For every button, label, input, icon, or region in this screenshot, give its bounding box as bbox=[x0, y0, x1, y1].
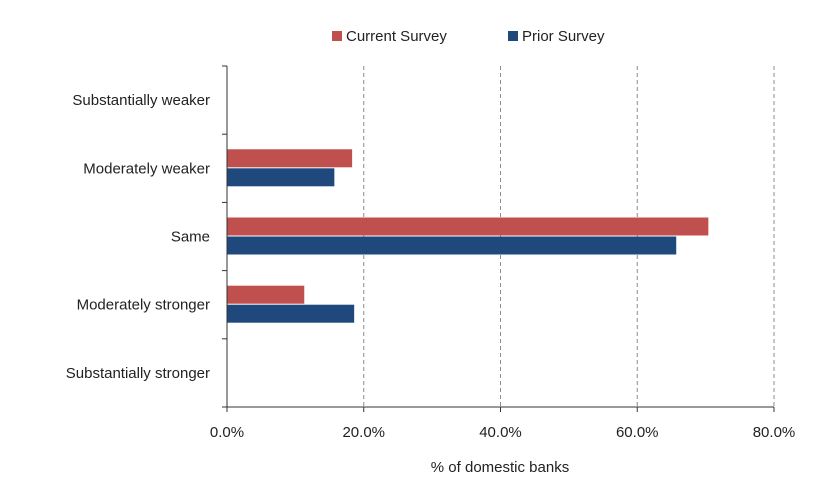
bar-prior-survey bbox=[227, 168, 335, 187]
x-axis-title: % of domestic banks bbox=[431, 459, 569, 476]
category-label: Same bbox=[171, 229, 210, 246]
bars bbox=[227, 149, 709, 323]
category-label: Substantially stronger bbox=[66, 365, 210, 382]
category-label: Substantially weaker bbox=[72, 92, 210, 109]
bar-current-survey bbox=[227, 149, 353, 168]
bar-current-survey bbox=[227, 217, 709, 236]
category-label: Moderately weaker bbox=[83, 160, 210, 177]
x-tick-label: 0.0% bbox=[210, 424, 244, 441]
bar-current-survey bbox=[227, 285, 305, 304]
legend: Current Survey Prior Survey bbox=[332, 28, 605, 45]
bar-prior-survey bbox=[227, 236, 677, 255]
axes bbox=[222, 65, 775, 412]
legend-swatch bbox=[508, 31, 518, 41]
legend-swatch bbox=[332, 31, 342, 41]
category-label: Moderately stronger bbox=[77, 297, 210, 314]
x-tick-labels: 0.0% 20.0% 40.0% 60.0% 80.0% bbox=[210, 424, 795, 441]
x-tick-label: 60.0% bbox=[616, 424, 659, 441]
legend-label: Prior Survey bbox=[522, 28, 605, 45]
x-tick-label: 20.0% bbox=[342, 424, 385, 441]
category-labels: Substantially weaker Moderately weaker Sam… bbox=[66, 92, 210, 382]
bar-prior-survey bbox=[227, 304, 355, 323]
x-tick-label: 40.0% bbox=[479, 424, 522, 441]
x-tick-label: 80.0% bbox=[753, 424, 796, 441]
legend-label: Current Survey bbox=[346, 28, 447, 45]
